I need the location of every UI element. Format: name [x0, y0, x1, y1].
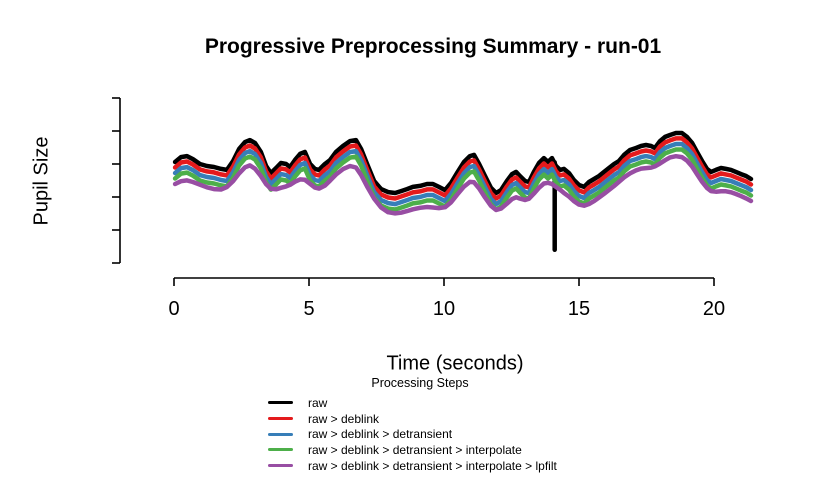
legend-item-label: raw > deblink > detransient	[308, 427, 453, 442]
legend-title: Processing Steps	[371, 376, 469, 390]
x-tick-label: 15	[568, 298, 590, 320]
legend: raw raw > deblink raw > deblink > detransi…	[268, 395, 557, 473]
y-axis-label: Pupil Size	[30, 136, 53, 226]
legend-swatch-line	[268, 448, 293, 452]
legend-swatch-line	[268, 417, 293, 421]
series-line-1	[172, 136, 754, 201]
chart-title: Progressive Preprocessing Summary - run-…	[204, 35, 662, 58]
legend-item: raw > deblink > detransient > interpolat…	[268, 458, 557, 474]
legend-item: raw > deblink	[268, 411, 557, 427]
series-line-2	[172, 141, 754, 207]
x-tick-label: 0	[168, 298, 179, 320]
legend-item-label: raw > deblink	[308, 411, 380, 426]
x-axis-label: Time (seconds)	[386, 352, 524, 375]
x-tick-label: 5	[303, 298, 314, 320]
legend-item: raw > deblink > detransient > interpolat…	[268, 442, 557, 458]
legend-swatch-line	[268, 432, 293, 436]
x-tick-label: 20	[703, 298, 725, 320]
series-line-0	[172, 130, 754, 196]
legend-item: raw	[268, 395, 557, 411]
legend-item: raw > deblink > detransient	[268, 426, 557, 442]
series-line-4	[172, 153, 754, 216]
x-tick-label: 10	[433, 298, 455, 320]
legend-item-label: raw > deblink > detransient > interpolat…	[308, 442, 522, 457]
legend-item-label: raw	[308, 395, 328, 410]
legend-item-label: raw > deblink > detransient > interpolat…	[308, 458, 557, 473]
legend-swatch-line	[268, 401, 293, 405]
legend-swatch-line	[268, 464, 293, 468]
